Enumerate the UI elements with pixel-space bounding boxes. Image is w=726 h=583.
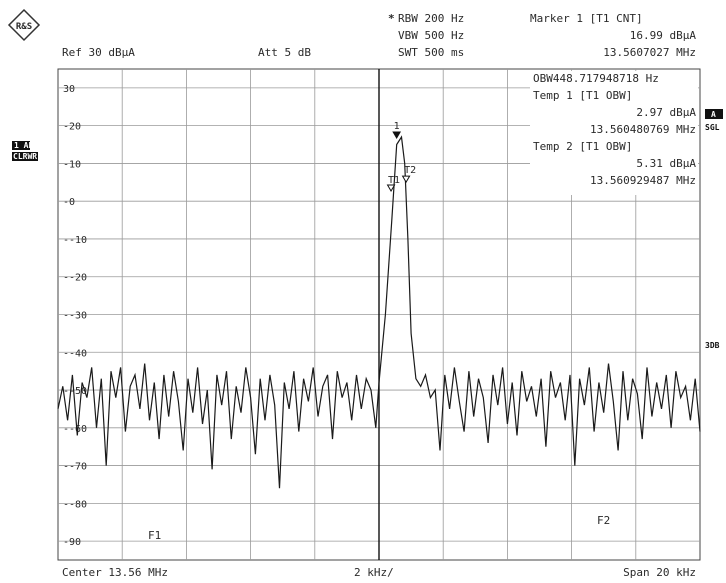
f1-label: F1 xyxy=(148,529,161,542)
single-sweep-label: SGL xyxy=(705,123,720,132)
y-tick-label: --30 xyxy=(63,311,87,322)
y-tick-label: --70 xyxy=(63,462,87,473)
y-tick-label: 30 xyxy=(63,84,75,95)
3db-label: 3DB xyxy=(705,341,720,350)
temp1-level: 2.97 dBµA xyxy=(636,106,696,119)
marker-1-symbol xyxy=(392,131,402,140)
marker-t2-label: T2 xyxy=(404,165,416,176)
trace-tag-label: 1 AP xyxy=(14,141,33,150)
y-tick-label: -0 xyxy=(63,197,75,208)
y-tick-label: --80 xyxy=(63,499,87,510)
marker-t2-symbol xyxy=(401,175,411,184)
y-tick-label: -20 xyxy=(63,122,81,133)
y-tick-label: --40 xyxy=(63,348,87,359)
trace-tag: 1 AP xyxy=(12,141,33,150)
y-tick-label: -90 xyxy=(63,537,81,548)
temp1-frequency: 13.560480769 MHz xyxy=(590,123,696,136)
marker-t1-symbol xyxy=(386,184,396,192)
trace-mode-tag: CLRWR xyxy=(12,152,38,161)
y-tick-label: --10 xyxy=(63,235,87,246)
rohde-schwarz-logo: R&S xyxy=(7,8,41,42)
temp1-title: Temp 1 [T1 OBW] xyxy=(533,89,632,102)
sweep-time-readout: SWT 500 ms xyxy=(398,46,464,59)
marker-title: Marker 1 [T1 CNT] xyxy=(530,12,643,25)
reference-level-readout: Ref 30 dBµA xyxy=(62,46,135,59)
center-frequency-label: Center 13.56 MHz xyxy=(62,566,168,579)
input-a-tag: A xyxy=(705,109,723,119)
y-tick-label: --50 xyxy=(63,386,87,397)
rbw-coupled-indicator: * xyxy=(388,12,395,25)
spectrum-trace xyxy=(57,135,701,489)
temp2-frequency: 13.560929487 MHz xyxy=(590,174,696,187)
input-a-label: A xyxy=(711,110,716,119)
y-tick-label: -10 xyxy=(63,159,81,170)
temp2-level: 5.31 dBµA xyxy=(636,157,696,170)
obw-info-box: OBW448.717948718 Hz Temp 1 [T1 OBW] 2.97… xyxy=(530,71,698,195)
y-tick-labels: 30 -20 -10 -0 --10 --20 --30 --40 --50 --60 --70 --… xyxy=(63,84,87,548)
temp2-title: Temp 2 [T1 OBW] xyxy=(533,140,632,153)
marker-level: 16.99 dBµA xyxy=(630,29,697,42)
rbw-readout: RBW 200 Hz xyxy=(398,12,464,25)
span-label: Span 20 kHz xyxy=(623,566,696,579)
y-tick-label: --60 xyxy=(63,424,87,435)
frequency-per-division: 2 kHz/ xyxy=(354,566,394,579)
vbw-readout: VBW 500 Hz xyxy=(398,29,464,42)
marker-1-label: 1 xyxy=(394,121,400,132)
trace-mode-label: CLRWR xyxy=(13,152,37,161)
y-tick-label: --20 xyxy=(63,273,87,284)
attenuation-readout: Att 5 dB xyxy=(258,46,311,59)
obw-value: OBW448.717948718 Hz xyxy=(533,72,659,85)
marker-t1-label: T1 xyxy=(388,175,400,186)
f2-label: F2 xyxy=(597,514,610,527)
markers: 1 T1 T2 xyxy=(386,121,416,192)
marker-frequency: 13.5607027 MHz xyxy=(603,46,696,59)
logo-text: R&S xyxy=(16,22,32,32)
